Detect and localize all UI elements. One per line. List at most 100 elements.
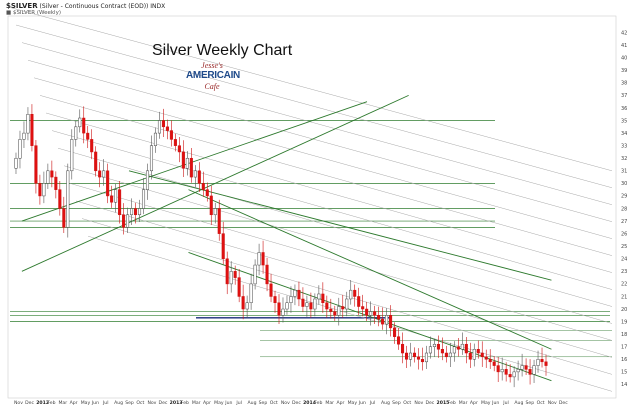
candle-body (381, 318, 385, 325)
candle-body (201, 183, 205, 190)
fan-trendline (75, 200, 613, 358)
candle-body (205, 189, 209, 197)
candle-body (50, 170, 54, 178)
candle-body (492, 361, 496, 366)
time-tick-label: Aug (514, 400, 523, 406)
time-tick-label: Mar (192, 400, 201, 406)
fan-trendline (39, 95, 613, 256)
time-tick-label: Dec (559, 400, 568, 406)
candle-body (14, 157, 18, 169)
candle-body (329, 308, 333, 312)
candle-body (138, 208, 142, 216)
candle-body (436, 343, 440, 350)
candle-body (66, 170, 70, 228)
candle-body (333, 311, 337, 316)
time-tick-label: Oct (136, 400, 144, 406)
fan-trendline (57, 147, 613, 307)
candle-body (141, 189, 146, 209)
candle-body (26, 114, 30, 134)
price-tick-label: 20 (621, 307, 627, 313)
price-tick-label: 21 (621, 294, 627, 300)
fan-trendline (27, 59, 613, 222)
price-tick-label: 30 (621, 181, 627, 187)
candle-body (289, 296, 293, 304)
symbol-label: $SILVER (6, 2, 38, 10)
candle-body (221, 233, 225, 260)
time-tick-label: Jul (369, 400, 376, 406)
candle-body (484, 356, 488, 360)
candle-body (54, 176, 58, 190)
time-tick-label: Oct (403, 400, 411, 406)
candle-body (389, 315, 393, 329)
price-tick-label: 35 (621, 118, 627, 124)
candle-body (46, 170, 50, 184)
candlesticks-layer (14, 104, 548, 388)
candle-body (86, 132, 90, 140)
candle-body (114, 189, 118, 203)
candle-body (524, 365, 528, 370)
candle-body (452, 346, 456, 354)
candle-body (197, 170, 201, 184)
price-tick-label: 19 (621, 319, 627, 325)
price-tick-label: 37 (621, 93, 627, 99)
candle-body (361, 306, 365, 310)
candle-body (500, 369, 504, 373)
time-tick-label: Sep (526, 400, 535, 406)
fan-trendline (51, 130, 613, 290)
candle-body (516, 369, 520, 373)
candle-body (38, 183, 42, 197)
price-tick-label: 42 (621, 30, 627, 36)
candle-body (405, 352, 409, 360)
time-tick-label: Dec (292, 400, 301, 406)
candle-body (412, 352, 417, 358)
symbol-description: (Silver - Continuous Contract (EOD)) IND… (39, 3, 166, 10)
price-tick-label: 34 (621, 131, 627, 137)
candle-body (325, 302, 329, 310)
time-tick-label: Oct (270, 400, 278, 406)
up-trendline (21, 101, 368, 222)
time-tick-label: Dec (159, 400, 168, 406)
candle-body (257, 252, 261, 266)
time-tick-label: May (214, 400, 224, 406)
time-tick-label: Sep (259, 400, 268, 406)
time-tick-label: Feb (47, 400, 55, 406)
fan-trendline (63, 165, 613, 324)
candle-body (126, 214, 130, 228)
candle-body (540, 359, 544, 363)
time-tick-label: Aug (248, 400, 257, 406)
price-tick-label: 14 (621, 382, 627, 388)
candle-body (424, 352, 428, 363)
candle-body (177, 145, 181, 153)
price-tick-label: 41 (621, 43, 627, 49)
candle-body (504, 369, 508, 375)
price-tick-label: 36 (621, 106, 627, 112)
candle-body (365, 308, 369, 316)
time-tick-label: Apr (203, 400, 211, 406)
candle-body (229, 271, 233, 285)
candle-body (305, 302, 309, 307)
candle-body (185, 157, 189, 169)
candle-body (233, 271, 237, 278)
candle-body (345, 298, 349, 310)
time-tick-label: May (81, 400, 91, 406)
candle-body (181, 151, 185, 169)
candle-body (393, 327, 397, 337)
time-tick-label: 2015 (437, 400, 450, 406)
candle-body (165, 126, 169, 131)
time-tick-label: Jul (502, 400, 509, 406)
candle-body (476, 348, 480, 354)
price-tick-label: 28 (621, 206, 627, 212)
price-tick-label: 22 (621, 282, 627, 288)
price-tick-label: 27 (621, 219, 627, 225)
time-tick-label: Nov (147, 400, 156, 406)
candle-body (134, 208, 138, 216)
candle-body (532, 365, 536, 375)
logo-line-2: AMERICAIN (186, 70, 240, 81)
series-legend: ■ $SILVER (Weekly) (6, 10, 61, 16)
time-tick-label: Dec (25, 400, 34, 406)
chart-title: Silver Weekly Chart (152, 42, 293, 59)
fan-trendline (33, 77, 613, 239)
candle-body (480, 352, 484, 358)
